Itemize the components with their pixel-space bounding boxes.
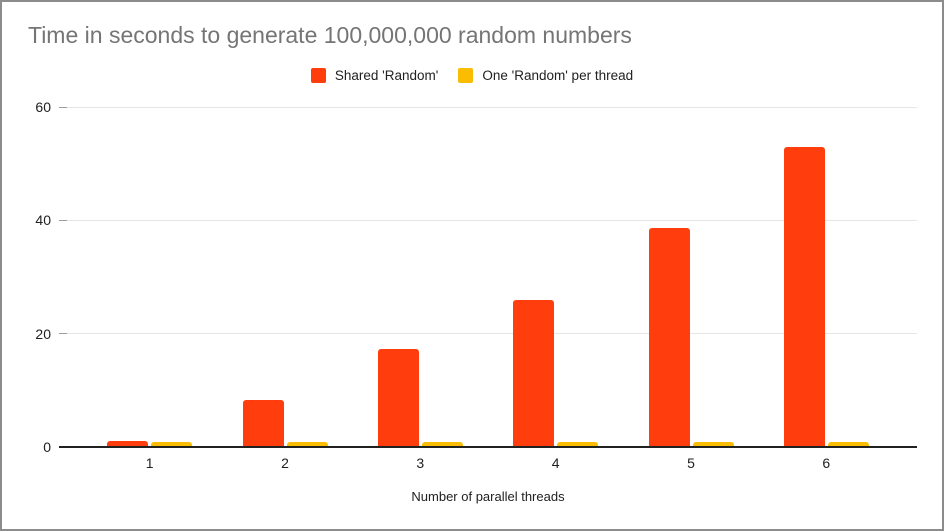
gridline-y-40 (59, 219, 917, 221)
bar-shared-random-6 (783, 146, 825, 446)
legend: Shared 'Random' One 'Random' per thread (2, 65, 942, 85)
bar-shared-random-1 (107, 440, 149, 446)
y-tick-mark-40 (59, 219, 67, 221)
bar-shared-random-5 (648, 227, 690, 446)
legend-label: One 'Random' per thread (482, 67, 634, 83)
plot-area (59, 106, 917, 448)
x-tick-label-5: 5 (687, 455, 695, 471)
bar-one-random-per-thread-3 (421, 442, 463, 446)
x-axis-line (59, 446, 917, 448)
bar-one-random-per-thread-2 (286, 442, 328, 446)
y-tick-mark-60 (59, 106, 67, 108)
gridline-y-20 (59, 333, 917, 335)
y-tick-label-0: 0 (43, 439, 51, 455)
legend-item-one-random-per-thread: One 'Random' per thread (458, 67, 634, 83)
x-tick-label-4: 4 (551, 455, 560, 471)
y-tick-label-40: 40 (35, 212, 51, 229)
y-tick-label-20: 20 (35, 325, 51, 342)
x-tick-label-1: 1 (145, 455, 154, 471)
bar-shared-random-3 (377, 348, 419, 446)
legend-label: Shared 'Random' (334, 67, 439, 83)
bar-one-random-per-thread-1 (151, 442, 193, 446)
bar-one-random-per-thread-6 (827, 442, 869, 446)
x-tick-label-2: 2 (281, 455, 289, 471)
bar-one-random-per-thread-5 (692, 442, 734, 446)
bar-shared-random-4 (513, 300, 555, 446)
legend-item-shared-random: Shared 'Random' (310, 67, 439, 83)
y-tick-mark-20 (59, 333, 67, 335)
x-tick-label-3: 3 (416, 455, 425, 471)
legend-swatch-one-random-per-thread (458, 67, 474, 83)
x-axis-title: Number of parallel threads (411, 489, 565, 504)
chart-title: Time in seconds to generate 100,000,000 … (28, 22, 632, 48)
legend-swatch-shared-random (310, 67, 326, 83)
bar-one-random-per-thread-4 (557, 442, 599, 446)
y-tick-label-60: 60 (35, 99, 51, 115)
bar-shared-random-2 (242, 400, 284, 446)
x-tick-label-6: 6 (822, 455, 831, 471)
gridline-y-60 (59, 106, 917, 108)
